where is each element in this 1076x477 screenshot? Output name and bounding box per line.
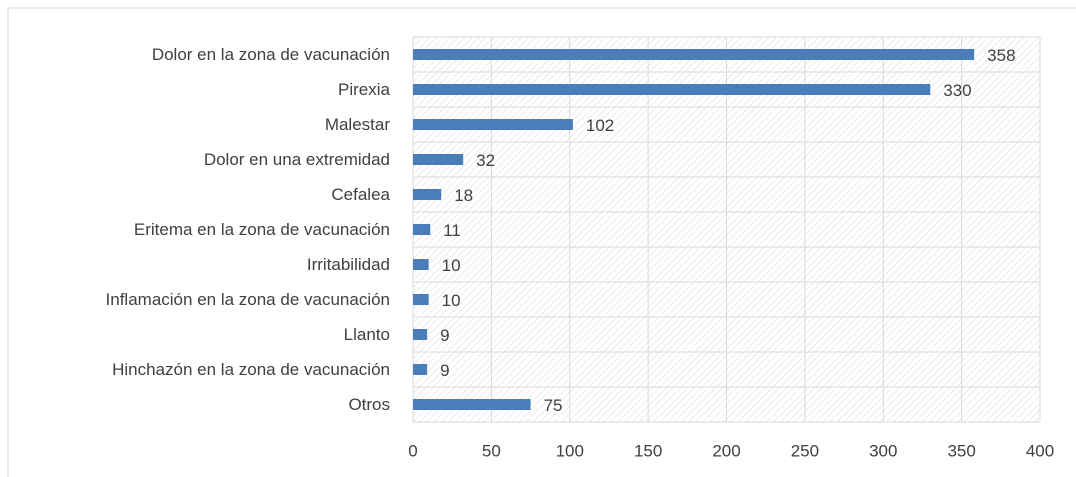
x-tick-label: 50 <box>482 441 501 460</box>
bar <box>413 189 442 200</box>
x-tick-label: 200 <box>712 441 740 460</box>
bar <box>413 49 975 60</box>
x-tick-label: 0 <box>408 441 417 460</box>
value-label: 330 <box>943 81 971 100</box>
bar <box>413 84 931 95</box>
y-tick-label: Dolor en la zona de vacunación <box>152 45 390 64</box>
y-tick-label: Malestar <box>325 115 391 134</box>
x-tick-label: 350 <box>947 441 975 460</box>
x-tick-label: 150 <box>634 441 662 460</box>
value-label: 9 <box>440 361 449 380</box>
value-label: 11 <box>443 221 461 240</box>
value-label: 10 <box>442 256 461 275</box>
bar <box>413 154 464 165</box>
y-tick-label: Eritema en la zona de vacunación <box>134 220 390 239</box>
value-label: 102 <box>586 116 614 135</box>
bar <box>413 329 428 340</box>
y-tick-label: Dolor en una extremidad <box>204 150 390 169</box>
value-label: 75 <box>544 396 563 415</box>
value-label: 10 <box>442 291 461 310</box>
bar <box>413 399 531 410</box>
y-tick-label: Inflamación en la zona de vacunación <box>106 290 390 309</box>
bar <box>413 119 573 130</box>
bar <box>413 294 429 305</box>
value-label: 32 <box>476 151 495 170</box>
bar <box>413 224 431 235</box>
y-tick-label: Llanto <box>344 325 390 344</box>
bar <box>413 259 429 270</box>
y-tick-label: Cefalea <box>331 185 390 204</box>
y-tick-label: Irritabilidad <box>307 255 390 274</box>
x-tick-label: 400 <box>1026 441 1054 460</box>
y-tick-label: Pirexia <box>338 80 391 99</box>
y-tick-label: Hinchazón en la zona de vacunación <box>112 360 390 379</box>
value-label: 358 <box>987 46 1015 65</box>
value-label: 18 <box>454 186 473 205</box>
x-tick-label: 250 <box>791 441 819 460</box>
x-tick-label: 300 <box>869 441 897 460</box>
value-label: 9 <box>440 326 449 345</box>
x-tick-label: 100 <box>556 441 584 460</box>
y-tick-label: Otros <box>348 395 390 414</box>
bar <box>413 364 428 375</box>
